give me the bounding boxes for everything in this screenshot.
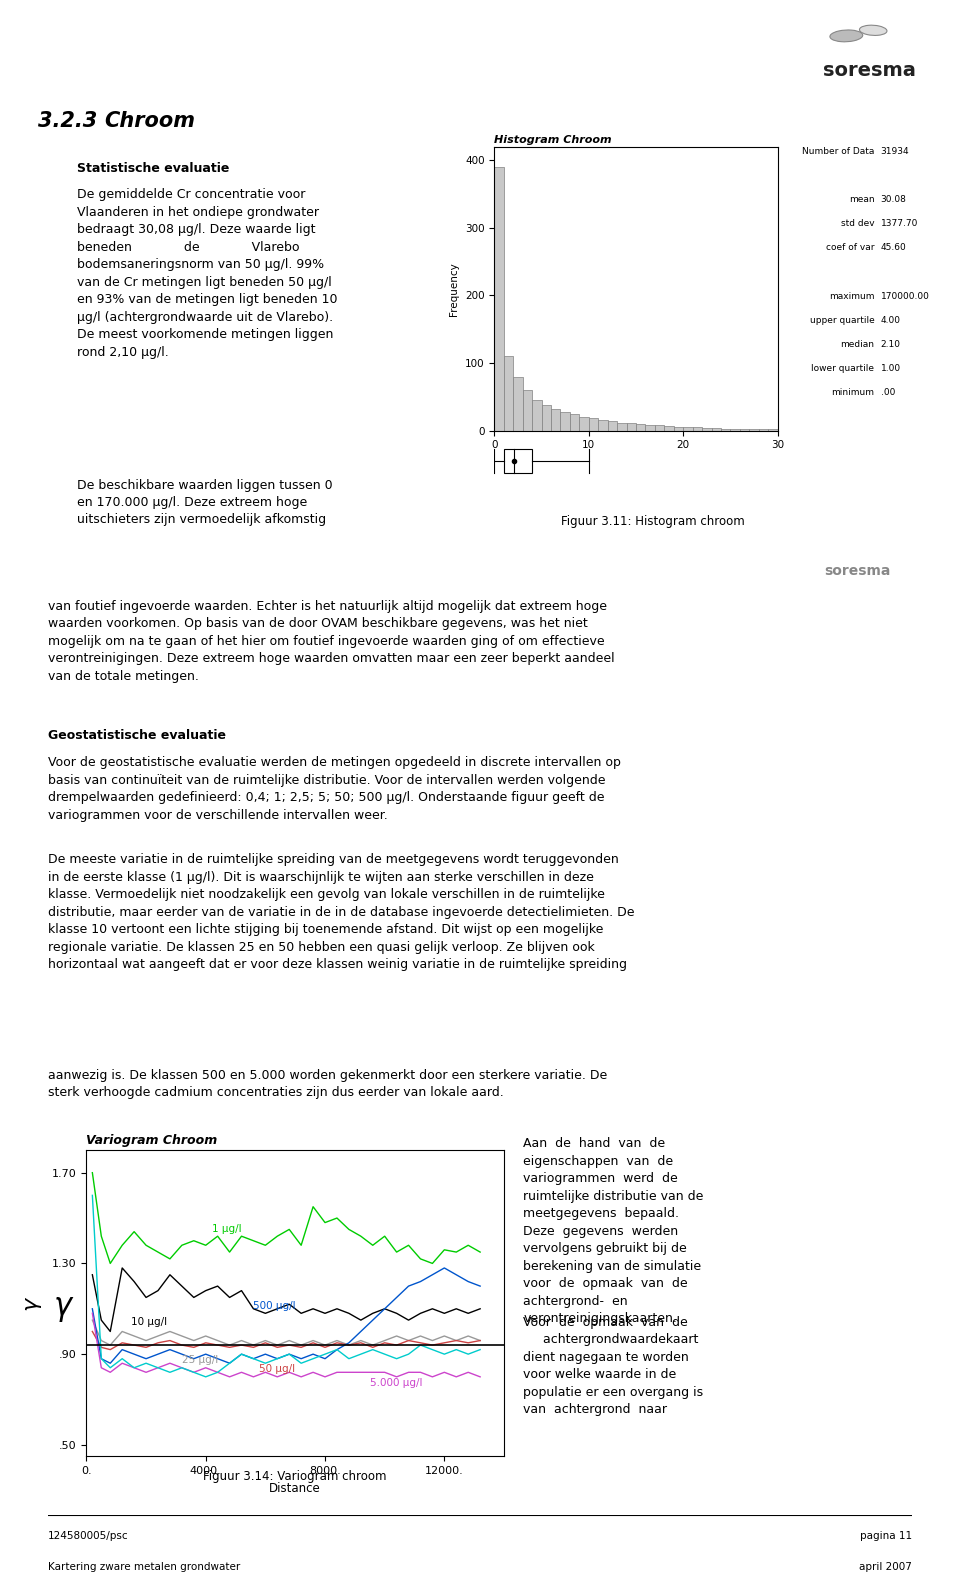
Bar	[731, 429, 740, 431]
Text: 1 µg/l: 1 µg/l	[211, 1223, 241, 1233]
Text: Number of Data: Number of Data	[802, 147, 875, 156]
Bar	[617, 423, 627, 431]
Text: De beschikbare waarden liggen tussen 0
en 170.000 µg/l. Deze extreem hoge
uitsch: De beschikbare waarden liggen tussen 0 e…	[77, 478, 332, 526]
Text: mean: mean	[849, 195, 875, 204]
Text: Variogram Chroom: Variogram Chroom	[86, 1134, 218, 1147]
Text: Chroom: Chroom	[105, 110, 196, 131]
Text: Voor de geostatistische evaluatie werden de metingen opgedeeld in discrete inter: Voor de geostatistische evaluatie werden…	[48, 756, 621, 821]
Bar	[721, 429, 731, 431]
Text: Voor  de  opmaak  van  de
     achtergrondwaardekaart
dient nagegaan te worden
v: Voor de opmaak van de achtergrondwaardek…	[523, 1316, 704, 1416]
Text: 124580005/psc: 124580005/psc	[48, 1531, 129, 1541]
Text: april 2007: april 2007	[859, 1562, 912, 1571]
Text: soresma: soresma	[824, 61, 916, 80]
Bar	[674, 426, 684, 431]
Text: 500 µg/l: 500 µg/l	[253, 1302, 296, 1311]
Text: 4.00: 4.00	[880, 316, 900, 325]
Bar	[664, 426, 674, 431]
Y-axis label: γ: γ	[21, 1297, 41, 1309]
Bar	[684, 427, 693, 431]
Text: pagina 11: pagina 11	[860, 1531, 912, 1541]
Text: 50 µg/l: 50 µg/l	[259, 1364, 296, 1375]
Text: De gemiddelde Cr concentratie voor
Vlaanderen in het ondiepe grondwater
bedraagt: De gemiddelde Cr concentratie voor Vlaan…	[77, 188, 337, 359]
Text: Statistische evaluatie: Statistische evaluatie	[77, 161, 229, 175]
Bar	[702, 427, 711, 431]
Bar	[504, 356, 514, 431]
Bar	[588, 418, 598, 431]
Bar	[551, 408, 561, 431]
Bar	[655, 426, 664, 431]
Bar	[522, 391, 532, 431]
Ellipse shape	[859, 26, 887, 35]
Text: median: median	[840, 340, 875, 349]
Bar	[494, 167, 504, 431]
Text: maximum: maximum	[828, 292, 875, 300]
Text: 10 µg/l: 10 µg/l	[132, 1316, 167, 1327]
Text: 30.08: 30.08	[880, 195, 906, 204]
Text: 25 µg/l: 25 µg/l	[181, 1356, 218, 1365]
Text: 1.00: 1.00	[880, 364, 900, 373]
Text: lower quartile: lower quartile	[811, 364, 875, 373]
Bar	[541, 405, 551, 431]
Bar	[580, 418, 588, 431]
Text: Histogram Chroom: Histogram Chroom	[494, 134, 612, 145]
Bar	[711, 427, 721, 431]
Y-axis label: Frequency: Frequency	[449, 262, 460, 316]
Bar	[645, 424, 655, 431]
Text: std dev: std dev	[841, 219, 875, 228]
Text: 170000.00: 170000.00	[880, 292, 929, 300]
Text: soresma: soresma	[824, 565, 890, 577]
Ellipse shape	[829, 30, 863, 41]
Text: 31934: 31934	[880, 147, 909, 156]
Bar	[561, 412, 570, 431]
Text: minimum: minimum	[831, 388, 875, 397]
Bar	[740, 429, 750, 431]
Bar	[636, 424, 645, 431]
Bar	[532, 400, 541, 431]
Text: Geostatistische evaluatie: Geostatistische evaluatie	[48, 729, 226, 742]
Bar	[514, 376, 523, 431]
Bar	[608, 421, 617, 431]
Text: Aan  de  hand  van  de
eigenschappen  van  de
variogrammen  werd  de
ruimtelijke: Aan de hand van de eigenschappen van de …	[523, 1137, 704, 1325]
Text: 5.000 µg/l: 5.000 µg/l	[370, 1378, 422, 1388]
Text: 1377.70: 1377.70	[880, 219, 918, 228]
Text: coef of var: coef of var	[826, 244, 875, 252]
Bar	[504, 448, 532, 474]
Text: .00: .00	[880, 388, 895, 397]
Text: 45.60: 45.60	[880, 244, 906, 252]
Bar	[693, 427, 702, 431]
Text: Figuur 3.14: Variogram chroom: Figuur 3.14: Variogram chroom	[204, 1471, 387, 1483]
Text: 2.10: 2.10	[880, 340, 900, 349]
Text: Kartering zware metalen grondwater: Kartering zware metalen grondwater	[48, 1562, 240, 1571]
Text: upper quartile: upper quartile	[809, 316, 875, 325]
Text: γ: γ	[54, 1294, 71, 1322]
Bar	[598, 419, 608, 431]
Text: 3.2.3: 3.2.3	[38, 110, 98, 131]
Bar	[627, 423, 636, 431]
Text: aanwezig is. De klassen 500 en 5.000 worden gekenmerkt door een sterkere variati: aanwezig is. De klassen 500 en 5.000 wor…	[48, 1069, 608, 1099]
Text: Figuur 3.11: Histogram chroom: Figuur 3.11: Histogram chroom	[561, 515, 745, 528]
Text: van foutief ingevoerde waarden. Echter is het natuurlijk altijd mogelijk dat ext: van foutief ingevoerde waarden. Echter i…	[48, 600, 614, 683]
Bar	[570, 415, 580, 431]
Text: De meeste variatie in de ruimtelijke spreiding van de meetgegevens wordt terugge: De meeste variatie in de ruimtelijke spr…	[48, 853, 635, 971]
X-axis label: Distance: Distance	[270, 1482, 321, 1495]
